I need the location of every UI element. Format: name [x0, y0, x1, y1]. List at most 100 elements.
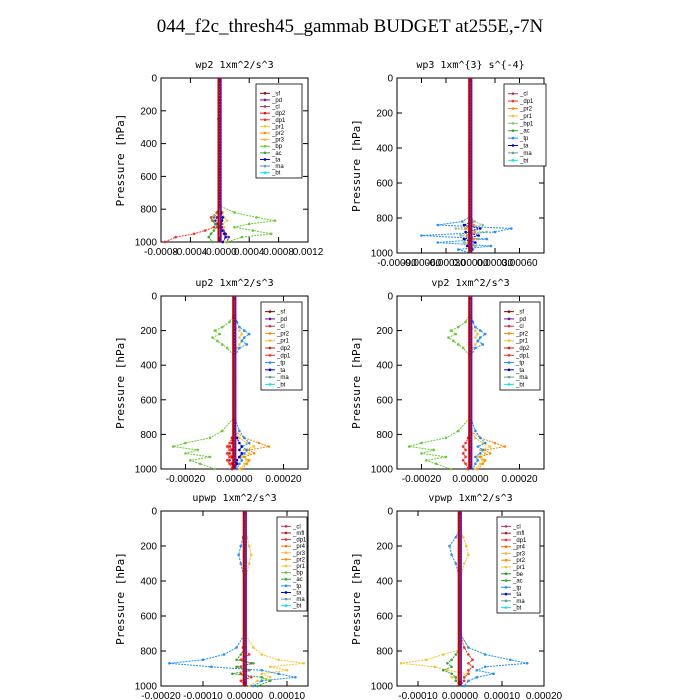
legend-entry: _bt — [271, 171, 281, 177]
legend-entry: _tp — [276, 361, 286, 367]
series-point — [222, 653, 226, 656]
y-tick-label: 200 — [140, 542, 157, 553]
series-point — [465, 544, 468, 548]
series-point — [449, 467, 453, 471]
series-point — [207, 235, 211, 239]
y-tick-label: 1000 — [135, 465, 158, 476]
y-axis-label: Pressure [hPa] — [350, 336, 363, 429]
y-tick-label: 1000 — [371, 682, 394, 693]
series-point — [243, 336, 246, 339]
series-point — [251, 229, 255, 232]
legend-entry: _pr2 — [271, 131, 285, 137]
legend-marker — [511, 129, 515, 132]
series-point — [238, 436, 241, 440]
series-point — [464, 448, 467, 452]
series-point — [474, 325, 477, 329]
series-point — [461, 445, 465, 448]
series-point — [235, 646, 238, 649]
series-point — [260, 679, 264, 683]
legend-entry: _pr3 — [292, 551, 306, 557]
series-point — [483, 441, 487, 445]
series-point — [479, 329, 482, 332]
legend-marker — [268, 317, 272, 321]
series-point — [473, 230, 476, 234]
legend-entry: _tp — [519, 136, 529, 142]
series-point — [481, 448, 485, 452]
series-point — [475, 675, 479, 679]
series-point — [212, 216, 216, 219]
legend-entry: _dp1 — [271, 118, 286, 124]
legend-entry: _bp — [271, 144, 283, 150]
series-point — [240, 235, 244, 239]
series-point — [474, 436, 477, 440]
series-point — [201, 658, 205, 662]
series-point — [192, 232, 196, 236]
legend-entry: _pd — [276, 317, 287, 323]
series-point — [474, 429, 477, 433]
y-tick-label: 200 — [140, 326, 157, 337]
x-tick-label: -0.0008 — [144, 247, 178, 258]
y-tick-label: 400 — [376, 577, 393, 588]
series-point — [476, 455, 480, 459]
series-point — [471, 658, 474, 662]
series-point — [454, 227, 458, 230]
series-point — [461, 459, 465, 462]
series-point — [228, 441, 231, 445]
series-point — [471, 665, 474, 669]
legend-entry: _mfl — [292, 531, 304, 537]
legend-marker — [504, 606, 508, 609]
panel-4: vp2 1xm^2/s^3 Pressure [hPa] 0 200 400 600 800… — [350, 278, 545, 485]
y-tick-label: 800 — [376, 214, 393, 225]
series-point — [168, 661, 171, 665]
series-point — [243, 329, 246, 332]
series-point — [447, 336, 450, 339]
series-point — [462, 562, 466, 565]
legend-marker — [284, 531, 288, 535]
legend-entry: _dp1 — [292, 538, 307, 544]
series-point — [240, 332, 244, 336]
legend-marker — [504, 525, 508, 528]
legend-entry: _ma — [276, 375, 289, 381]
legend-entry: _pr1 — [271, 124, 285, 130]
series-point — [218, 332, 222, 336]
series-point — [467, 646, 470, 649]
series-point — [252, 646, 255, 649]
series-point — [220, 429, 224, 433]
series-point — [456, 429, 460, 433]
series-point — [243, 462, 246, 466]
series-point — [273, 219, 277, 222]
y-tick-label: 1000 — [135, 238, 158, 249]
series-point — [503, 445, 507, 448]
series-point — [184, 452, 187, 455]
series-point — [277, 658, 280, 662]
y-tick-label: 600 — [140, 172, 157, 183]
y-tick-label: 1000 — [371, 249, 394, 260]
y-tick-label: 400 — [376, 144, 393, 155]
legend-marker — [511, 114, 515, 118]
series-point — [245, 448, 249, 452]
legend-marker — [268, 361, 272, 364]
series-point — [240, 445, 244, 448]
series-point — [473, 220, 476, 223]
series-point — [464, 227, 467, 230]
series-point — [247, 441, 251, 445]
series-point — [456, 248, 460, 251]
legend-marker — [268, 353, 272, 357]
series-point — [245, 343, 249, 346]
y-tick-label: 0 — [387, 507, 393, 518]
legend-marker — [263, 98, 267, 102]
legend-marker — [504, 558, 508, 562]
series-point — [454, 562, 458, 565]
legend-marker — [284, 558, 288, 561]
series-point — [212, 225, 216, 229]
x-tick-label: -0.00060 — [402, 258, 442, 269]
series-point — [483, 452, 487, 455]
x-tick-label: -0.00020 — [141, 691, 181, 700]
legend-marker — [284, 525, 288, 528]
series-point — [238, 441, 241, 445]
x-tick-label: 0.00000 — [227, 691, 264, 700]
legend-marker — [263, 105, 267, 108]
series-point — [474, 336, 477, 339]
legend-entry: _sf — [271, 91, 280, 97]
y-tick-label: 600 — [140, 612, 157, 623]
